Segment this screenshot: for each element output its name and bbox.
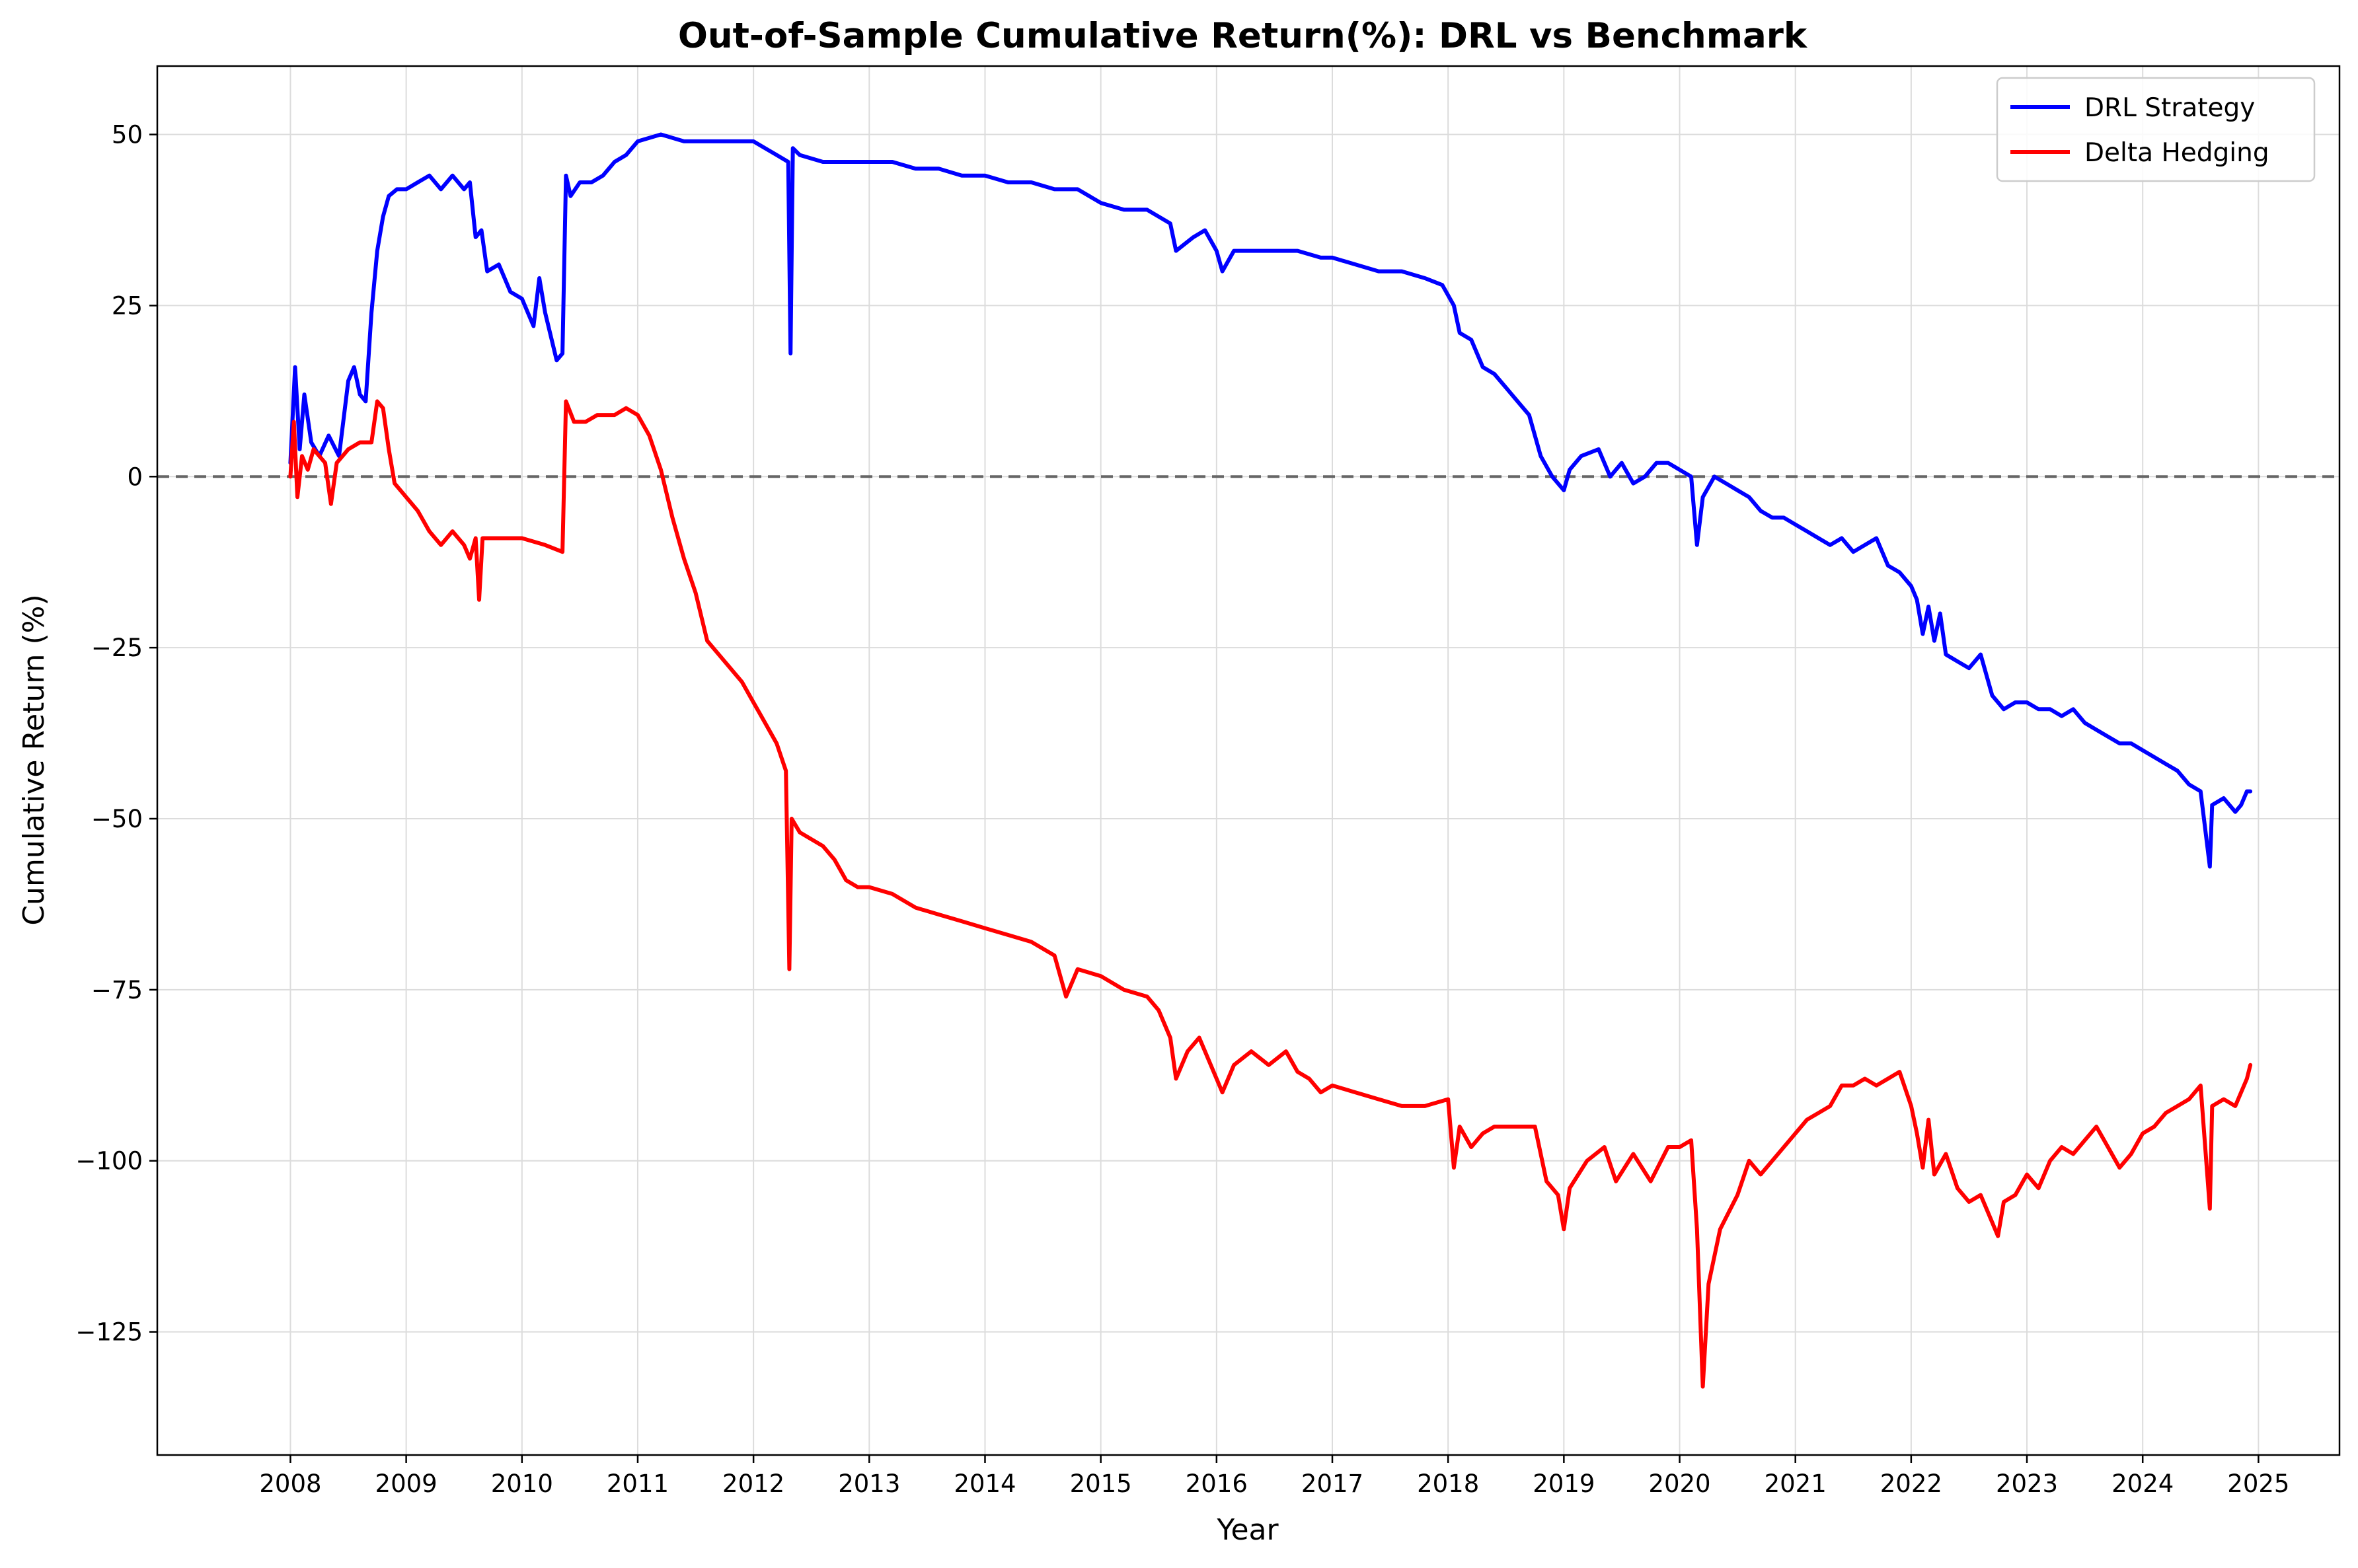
x-tick-label: 2016	[1186, 1470, 1248, 1498]
y-tick-label: −100	[75, 1147, 143, 1176]
legend-label: DRL Strategy	[2084, 93, 2255, 123]
x-axis: 2008 2009 2010 2011 2012 2013 2014 2015 2016 2017…	[259, 1455, 2289, 1498]
y-tick-label: −50	[91, 805, 143, 833]
y-tick-label: −125	[75, 1318, 143, 1347]
y-tick-label: −25	[91, 634, 143, 662]
plot-frame	[156, 65, 2341, 1456]
series-group	[288, 132, 2253, 1389]
x-tick-label: 2011	[607, 1470, 669, 1498]
x-tick-label: 2012	[722, 1470, 784, 1498]
y-axis: 50 25 0 −25 −50 −75 −100 −125	[75, 121, 157, 1347]
x-tick-label: 2008	[259, 1470, 321, 1498]
x-axis-label: Year	[1216, 1513, 1279, 1547]
x-tick-label: 2023	[1996, 1470, 2058, 1498]
legend-box	[1996, 77, 2316, 182]
series-line-delta-hedging	[288, 399, 2253, 1389]
y-tick-label: −75	[91, 976, 143, 1004]
x-tick-label: 2017	[1301, 1470, 1363, 1498]
y-tick-label: 0	[127, 463, 143, 491]
x-tick-label: 2020	[1648, 1470, 1710, 1498]
x-tick-label: 2009	[375, 1470, 437, 1498]
x-tick-label: 2021	[1765, 1470, 1827, 1498]
x-tick-label: 2022	[1880, 1470, 1942, 1498]
x-tick-label: 2019	[1533, 1470, 1595, 1498]
x-tick-label: 2024	[2111, 1470, 2174, 1498]
legend: DRL Strategy Delta Hedging	[1996, 77, 2316, 182]
x-tick-label: 2010	[491, 1470, 553, 1498]
x-tick-label: 2025	[2227, 1470, 2289, 1498]
series-line-drl-strategy	[288, 132, 2253, 869]
x-tick-label: 2018	[1417, 1470, 1479, 1498]
chart-title: Out-of-Sample Cumulative Return(%): DRL …	[678, 16, 1808, 56]
legend-label: Delta Hedging	[2084, 138, 2269, 168]
x-tick-label: 2013	[838, 1470, 900, 1498]
y-tick-label: 25	[112, 291, 143, 320]
grid	[157, 66, 2339, 1455]
x-tick-label: 2015	[1070, 1470, 1132, 1498]
x-tick-label: 2014	[954, 1470, 1016, 1498]
y-axis-label: Cumulative Return (%)	[17, 594, 51, 925]
y-tick-label: 50	[112, 121, 143, 149]
